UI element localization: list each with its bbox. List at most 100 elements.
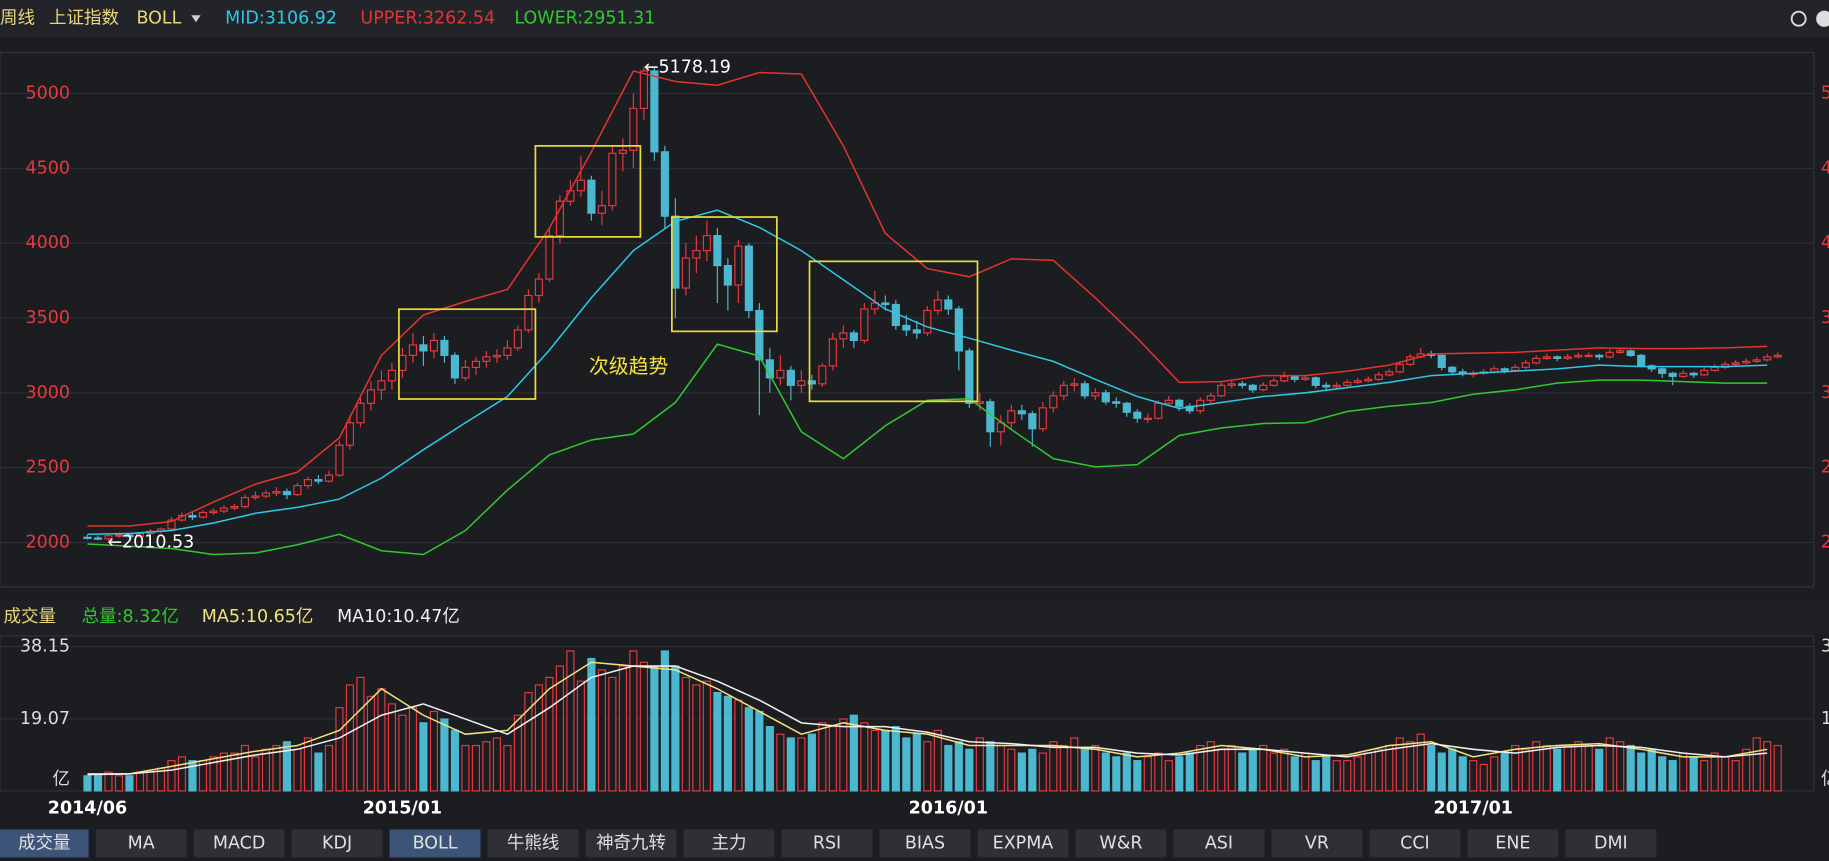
tab-button[interactable]: [193, 829, 285, 858]
candle-body: [734, 245, 743, 286]
tab-button[interactable]: [95, 829, 187, 858]
candle-body: [828, 338, 837, 367]
tab-button[interactable]: [389, 829, 481, 858]
tab-button[interactable]: [683, 829, 775, 858]
tab-button[interactable]: [977, 829, 1069, 858]
tab-label[interactable]: BIAS: [905, 833, 945, 853]
refresh-icon[interactable]: [1790, 10, 1807, 27]
tab-button[interactable]: [0, 829, 89, 858]
tab-label[interactable]: 牛熊线: [507, 833, 559, 853]
volume-bar: [1742, 748, 1751, 792]
tab-label[interactable]: VR: [1305, 833, 1329, 853]
volume-bar: [797, 737, 806, 792]
trend-annotation: 次级趋势: [589, 355, 668, 378]
volume-bar: [492, 737, 501, 792]
period[interactable]: 周线: [0, 9, 35, 29]
tab-label[interactable]: 神奇九转: [596, 833, 666, 853]
y-tick-label: 4500: [25, 158, 70, 178]
tab-button[interactable]: [1565, 829, 1657, 858]
volume-bar: [1427, 744, 1436, 792]
tab-button[interactable]: [585, 829, 677, 858]
tab-label[interactable]: DMI: [1594, 833, 1628, 853]
candle-body: [639, 70, 648, 109]
indicator-value: MID:3106.92: [225, 9, 337, 29]
volume-bar: [923, 741, 932, 792]
candle-body: [1563, 356, 1572, 359]
candle-body: [1206, 395, 1215, 401]
candle-body: [1007, 410, 1016, 424]
candle-body: [1259, 384, 1268, 391]
volume-bar: [1637, 752, 1646, 792]
volume-bar: [1259, 744, 1268, 792]
tab-label[interactable]: MA: [128, 833, 155, 853]
candle-body: [503, 347, 512, 356]
candle-body: [104, 535, 113, 540]
volume-bar: [1458, 756, 1467, 792]
tab-label[interactable]: ENE: [1495, 833, 1530, 853]
tab-label[interactable]: W&R: [1099, 833, 1142, 853]
volume-bar: [282, 741, 292, 792]
volume-bar: [408, 707, 418, 792]
candle-body: [692, 250, 701, 259]
tab-label[interactable]: EXPMA: [993, 833, 1054, 853]
volume-bar: [377, 688, 386, 792]
candle-body: [1038, 407, 1047, 430]
tab-button[interactable]: [487, 829, 579, 858]
indicator-name[interactable]: BOLL: [136, 9, 181, 29]
volume-bar: [692, 684, 701, 792]
volume-bar: [1668, 760, 1677, 792]
tab-label[interactable]: BOLL: [413, 833, 458, 853]
volume-bar: [303, 737, 313, 792]
volume-bar: [1311, 760, 1320, 792]
tab-button[interactable]: [781, 829, 873, 858]
volume-bar: [419, 722, 428, 792]
tab-button[interactable]: [879, 829, 971, 858]
volume-bar: [765, 726, 774, 792]
candle-body: [261, 492, 271, 497]
tab-label[interactable]: MACD: [213, 833, 265, 853]
tab-button[interactable]: [1467, 829, 1559, 858]
volume-bar: [1290, 756, 1299, 792]
y-tick-label-right: 4500: [1821, 158, 1829, 178]
candle-body: [1017, 410, 1026, 415]
volume-bar: [1164, 760, 1173, 792]
dropdown-arrow[interactable]: [191, 15, 201, 23]
tab-label[interactable]: CCI: [1400, 833, 1430, 853]
tab-label[interactable]: KDJ: [322, 833, 352, 853]
tab-label[interactable]: 成交量: [18, 833, 70, 853]
volume-bar: [1154, 752, 1163, 792]
tab-button[interactable]: [1369, 829, 1461, 858]
volume-bar: [104, 771, 113, 792]
volume-bar: [1038, 752, 1047, 792]
index-name[interactable]: 上证指数: [49, 9, 119, 29]
y-tick-label: 亿: [52, 769, 70, 789]
candle-body: [1763, 356, 1772, 361]
volume-bar: [1553, 748, 1562, 792]
candle-body: [1028, 413, 1037, 430]
tab-button[interactable]: [1173, 829, 1265, 858]
volume-bar: [1521, 748, 1530, 792]
candle-body: [797, 380, 806, 386]
volume-bar: [1343, 760, 1352, 792]
tab-label[interactable]: 主力: [712, 833, 747, 853]
add-icon[interactable]: [1816, 10, 1829, 27]
tab-button[interactable]: [1271, 829, 1363, 858]
volume-bar: [713, 691, 722, 792]
candle-body: [1395, 363, 1404, 373]
volume-bar: [440, 718, 449, 792]
tab-button[interactable]: [1075, 829, 1167, 858]
tab-label[interactable]: ASI: [1205, 833, 1233, 853]
candle-body: [1301, 377, 1310, 380]
volume-bar: [723, 695, 732, 792]
volume-bar: [1017, 752, 1026, 792]
candle-body: [282, 491, 292, 496]
candle-body: [1385, 371, 1394, 376]
volume-bar: [1500, 752, 1509, 792]
candle-body: [513, 329, 522, 349]
tab-button[interactable]: [291, 829, 383, 858]
volume-bar: [744, 707, 753, 792]
volume-bar: [1353, 756, 1362, 792]
volume-bar: [1143, 756, 1152, 792]
tab-label[interactable]: RSI: [813, 833, 841, 853]
candle-body: [839, 332, 848, 340]
